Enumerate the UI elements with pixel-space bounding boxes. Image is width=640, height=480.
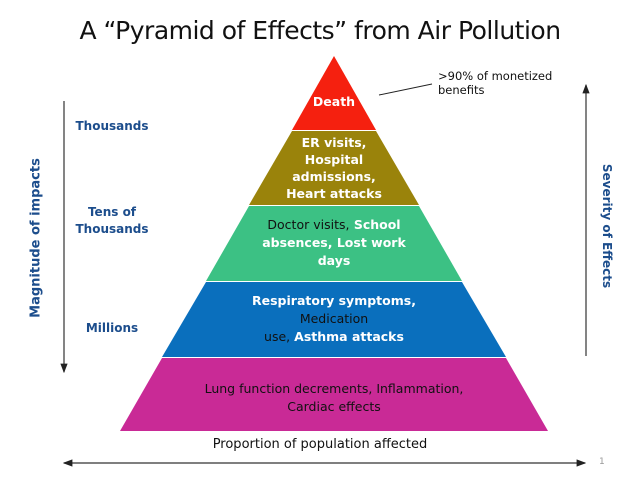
label-part: School: [349, 217, 401, 232]
layer-respiratory: [162, 282, 506, 357]
layer-label-hospital: ER visits, Hospital admissions, Heart at…: [259, 134, 409, 202]
layer-label-doctor-visits: Doctor visits, School absences, Lost wor…: [224, 216, 444, 270]
layer-doctor-visits: [206, 206, 462, 281]
annotation-line: >90% of monetized: [438, 69, 553, 83]
left-axis-label: Magnitude of impacts: [28, 158, 44, 318]
annotation: >90% of monetized benefits: [438, 69, 553, 98]
layer-death: [292, 56, 376, 130]
page-number: 1: [599, 457, 605, 467]
layer-label-death: Death: [312, 94, 356, 109]
label-line: Medication: [299, 311, 369, 326]
label-line: Lung function decrements, Inflammation,: [204, 381, 464, 396]
label-part: Asthma attacks: [294, 329, 404, 344]
magnitude-thousands: Thousands: [75, 119, 149, 133]
slide-title: A “Pyramid of Effects” from Air Pollutio…: [79, 16, 561, 45]
label-line: Tens of: [87, 205, 137, 219]
label-line: absences, Lost work: [262, 235, 406, 250]
label-line: admissions,: [292, 169, 376, 184]
label-line: days: [317, 253, 351, 268]
layer-label-lung-function: Lung function decrements, Inflammation, …: [164, 380, 504, 416]
annotation-leader-line: [378, 83, 433, 96]
label-line: Cardiac effects: [287, 399, 381, 414]
layer-hospital: [249, 131, 419, 205]
magnitude-millions: Millions: [85, 321, 139, 335]
bottom-axis-label: Proportion of population affected: [212, 437, 428, 452]
label-line: Respiratory symptoms,: [252, 293, 416, 308]
layer-label-respiratory: Respiratory symptoms, Medication use, As…: [214, 292, 454, 346]
layer-lung-function: [120, 358, 548, 431]
label-line: Thousands: [75, 222, 149, 236]
label-part: use,: [264, 329, 291, 344]
magnitude-tens-of-thousands: Tens of Thousands: [62, 204, 162, 238]
label-part: Doctor visits,: [267, 217, 350, 232]
right-axis-label: Severity of Effects: [600, 163, 614, 289]
label-line: ER visits,: [301, 135, 367, 150]
label-line: Hospital: [304, 152, 364, 167]
label-line: Heart attacks: [286, 186, 382, 201]
annotation-line: benefits: [438, 82, 485, 97]
